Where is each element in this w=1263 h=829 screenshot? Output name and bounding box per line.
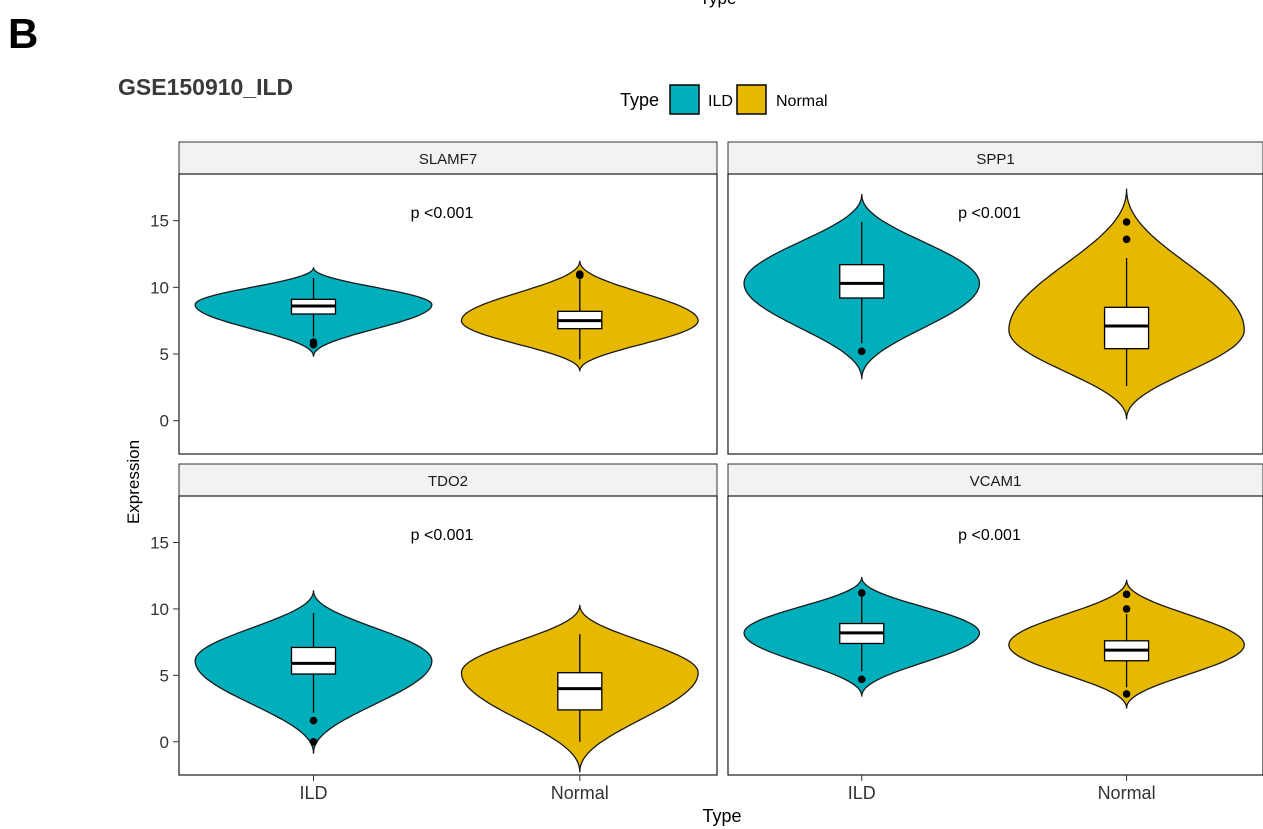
outlier-point: [1122, 605, 1131, 613]
outlier-point: [1122, 218, 1131, 226]
outlier-point: [576, 270, 584, 278]
facet-strip: [178, 463, 718, 497]
x-tick-label: Normal: [551, 783, 609, 803]
facet-strip-label: SLAMF7: [419, 151, 477, 168]
p-value-label: p <0.001: [411, 205, 474, 222]
facet-panel-slamf7: SLAMF7 0 5 10 15 p <0.001: [150, 141, 718, 455]
facet-strip: [727, 141, 1263, 175]
panel-border: [727, 173, 1263, 455]
box: [1103, 306, 1150, 350]
y-tick-label: 0: [160, 733, 169, 752]
y-axis-label: Expression: [124, 440, 143, 524]
legend-swatch-normal: [736, 84, 767, 115]
outlier-point: [1122, 690, 1131, 698]
violin-group-ild: [194, 590, 433, 754]
p-value-label: p <0.001: [958, 205, 1021, 222]
legend-label-ild: ILD: [708, 93, 733, 110]
y-tick-label: 15: [150, 534, 169, 553]
violin-group-normal: [1008, 188, 1245, 420]
p-value-label: p <0.001: [411, 527, 474, 544]
legend: Type ILD Normal: [620, 84, 828, 115]
box: [290, 646, 337, 675]
facet-panels: SLAMF7 0 5 10 15 p <0.001 SPP1 p <0.001 TDO2 0 5 10…: [150, 141, 1263, 803]
legend-title: Type: [620, 90, 659, 110]
violin-group-ild: [743, 193, 981, 380]
facet-strip-label: VCAM1: [970, 473, 1022, 490]
violin-group-ild: [743, 576, 981, 697]
x-tick-label: ILD: [299, 783, 327, 803]
violin-group-normal: [460, 604, 699, 773]
chart-title: GSE150910_ILD: [118, 74, 293, 100]
y-tick-label: 10: [150, 278, 169, 297]
y-tick-label: 15: [150, 212, 169, 231]
facet-panel-vcam1: VCAM1 p <0.001 ILD Normal: [727, 463, 1263, 803]
outlier-point: [857, 589, 866, 597]
p-value-label: p <0.001: [958, 527, 1021, 544]
facet-strip-label: SPP1: [976, 151, 1014, 168]
outlier-point: [309, 737, 318, 746]
x-tick-label: ILD: [848, 783, 876, 803]
box: [839, 264, 885, 299]
outlier-point: [309, 716, 318, 725]
outlier-point: [309, 338, 318, 346]
facet-panel-tdo2: TDO2 0 5 10 15 p <0.001 ILD Normal: [150, 463, 718, 803]
x-axis-label: Type: [702, 806, 741, 826]
panel-border: [727, 495, 1263, 776]
panel-letter: B: [8, 10, 38, 57]
y-tick-label: 5: [160, 345, 169, 364]
outlier-point: [1122, 590, 1131, 599]
outlier-point: [857, 347, 866, 356]
facet-panel-spp1: SPP1 p <0.001: [727, 141, 1263, 455]
y-tick-label: 5: [160, 666, 169, 685]
violin-group-normal: [1008, 579, 1245, 709]
x-tick-label: Normal: [1098, 783, 1156, 803]
legend-swatch-ild: [669, 84, 700, 115]
outlier-point: [857, 675, 866, 684]
violin-group-normal: [460, 260, 699, 372]
panel-border: [178, 495, 718, 776]
facet-strip-label: TDO2: [428, 473, 468, 490]
panel-border: [178, 173, 718, 455]
facet-strip: [727, 463, 1263, 497]
legend-label-normal: Normal: [776, 93, 828, 110]
y-tick-label: 0: [160, 412, 169, 431]
outlier-point: [1122, 235, 1131, 244]
violin-group-ild: [194, 267, 433, 357]
box: [557, 672, 603, 711]
facet-strip: [178, 141, 718, 175]
y-tick-label: 10: [150, 600, 169, 619]
top-type-label: Type: [700, 0, 737, 8]
